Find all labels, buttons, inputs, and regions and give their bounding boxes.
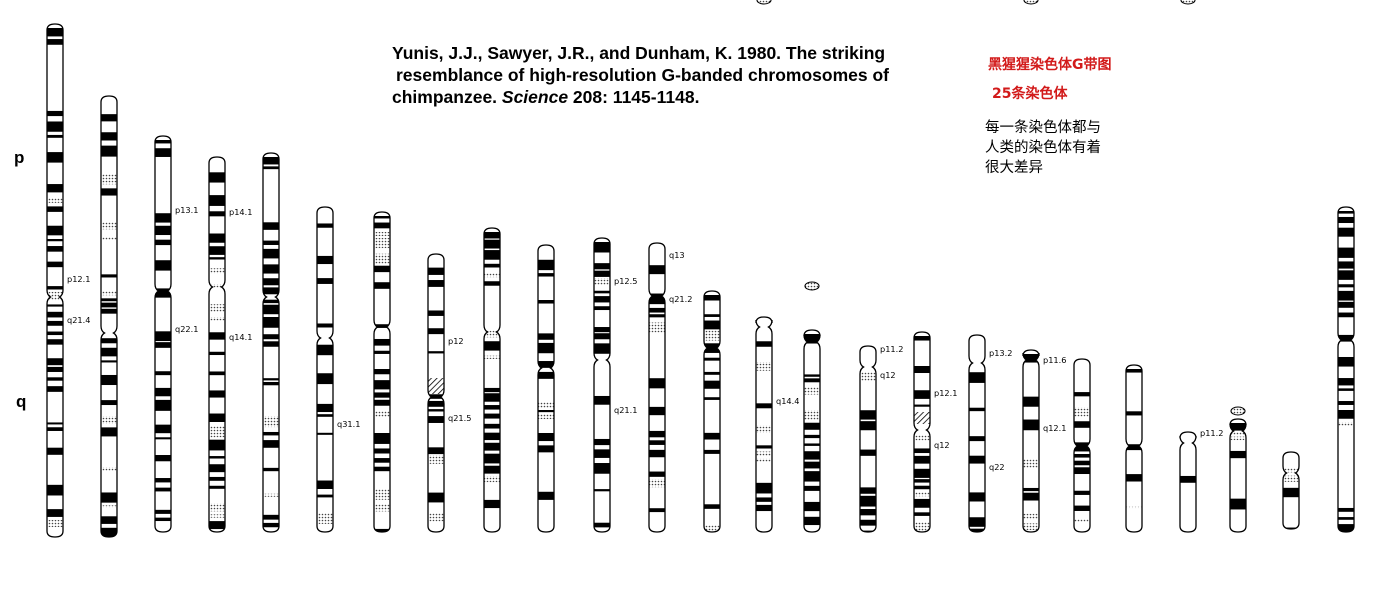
band-label: q14.4 [776,396,799,406]
chromosome-bands [860,372,876,532]
chromosome-2 [100,95,118,538]
count-label: 25条染色体 [992,86,1068,102]
q-arm-label: q [16,392,27,411]
band-label: p12 [448,336,464,346]
band-label: p12.1 [67,274,90,284]
citation-line-3-prefix: chimpanzee. [392,87,502,107]
citation-line-3-suffix: 208: 1145-1148. [568,87,700,107]
chromosome-4 [208,156,226,533]
chromosome-13 [703,290,721,533]
chromosome-15 [803,281,821,533]
band-label: q12 [934,440,950,450]
chromosome-bands [209,172,225,530]
satellite-23 [1230,406,1246,416]
chromosome-6 [316,206,334,533]
chromosome-21 [1125,364,1143,533]
note-line: 人类的染色体有着 [985,140,1101,156]
chromosome-1 [46,23,64,538]
note-line: 很大差异 [985,160,1043,176]
chromosome-bands [1126,369,1142,509]
satellite-15 [804,281,820,291]
chromosome-bands [538,259,554,500]
band-label: p14.1 [229,207,252,217]
band-label: q31.1 [337,419,360,429]
chromosome-20 [1073,358,1091,533]
band-label: p13.2 [989,348,1012,358]
band-label: q21.2 [669,294,692,304]
chromosome-23 [1229,406,1247,533]
chromosome-bands [756,341,772,512]
chromosome-17 [913,331,931,533]
chromosome-bands [1230,423,1246,510]
satellite-22 [1180,0,1196,5]
chromosome-bands [47,28,63,528]
chromosome-bands [484,232,500,509]
chromosome-bands [704,295,720,531]
band-label: p12.5 [614,276,637,286]
chromosome-bands [1074,392,1090,522]
chromosome-bands [155,140,171,522]
band-label: p13.1 [175,205,198,215]
band-label: p11.2 [1200,428,1223,438]
chromosome-bands [428,267,444,522]
p-arm-label: p [14,148,25,167]
chromosome-14 [755,0,773,533]
chromosome-bands [374,216,390,532]
chromosome-19 [1022,0,1040,533]
citation: Yunis, J.J., Sawyer, J.R., and Dunham, K… [392,42,952,108]
chromosome-11 [593,237,611,533]
chromosome-bands [1023,354,1039,531]
citation-line-3: chimpanzee. Science 208: 1145-1148. [392,86,952,108]
chromosome-12 [648,242,666,533]
chromosome-5 [262,152,280,533]
band-label: q21.5 [448,413,471,423]
band-label: p12.1 [934,388,957,398]
satellite-19 [1023,0,1039,5]
chromosome-25 [1337,206,1355,533]
band-label: p11.2 [880,344,903,354]
chromosome-16 [859,345,877,533]
chromosome-bands [914,336,930,532]
citation-line-1: Yunis, J.J., Sawyer, J.R., and Dunham, K… [392,43,886,63]
chromosome-22 [1179,0,1197,533]
band-label: p11.6 [1043,355,1066,365]
chromosome-bands [263,157,279,532]
band-label: q12.1 [1043,423,1066,433]
chromosome-3 [154,135,172,533]
citation-journal: Science [501,87,569,107]
chromosome-8 [427,253,445,533]
citation-line-2: resemblance of high-resolution G-banded … [396,65,889,85]
chromosome-bands [804,334,820,526]
chromosome-9 [483,227,501,533]
note: 每一条染色体都与 人类的染色体有着 很大差异 [985,118,1145,178]
satellite-14 [756,0,772,5]
band-label: q21.4 [67,315,90,325]
chromosome-7 [373,211,391,533]
chromosome-18 [968,334,986,533]
heading: 黑猩猩染色体G带图 [988,57,1112,73]
chromosome-10 [537,244,555,533]
chromosome-bands [1283,467,1299,529]
chromosome-bands [594,242,610,528]
band-label: q12 [880,370,896,380]
chromosome-bands [101,114,117,537]
band-label: q14.1 [229,332,252,342]
band-label: q13 [669,250,685,260]
band-label: q21.1 [614,405,637,415]
chromosome-bands [649,265,665,513]
note-line: 每一条染色体都与 [985,120,1101,136]
band-label: q22 [989,462,1005,472]
chromosome-bands [969,372,985,532]
chromosome-bands [317,223,333,524]
chromosome-24 [1282,451,1300,530]
chromosome-bands [1338,211,1354,532]
band-label: q22.1 [175,324,198,334]
